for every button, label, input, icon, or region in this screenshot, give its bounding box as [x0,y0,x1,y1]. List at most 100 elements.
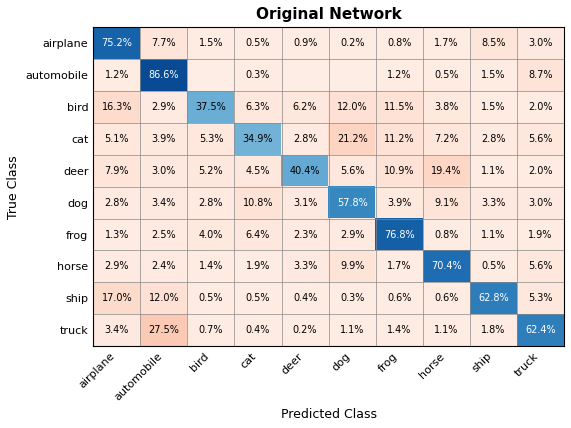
Text: 3.0%: 3.0% [152,166,176,176]
Text: 2.8%: 2.8% [293,134,317,144]
Text: 0.7%: 0.7% [199,325,223,335]
Text: 2.9%: 2.9% [104,262,129,271]
Text: 12.0%: 12.0% [337,102,368,112]
Text: 1.7%: 1.7% [434,38,459,48]
Y-axis label: True Class: True Class [7,155,20,219]
Text: 21.2%: 21.2% [337,134,368,144]
Text: 7.9%: 7.9% [104,166,129,176]
Text: 16.3%: 16.3% [102,102,132,112]
Text: 9.1%: 9.1% [434,198,459,208]
Title: Original Network: Original Network [256,7,401,22]
Text: 9.9%: 9.9% [340,262,364,271]
Text: 7.2%: 7.2% [434,134,459,144]
Text: 3.9%: 3.9% [387,198,412,208]
Text: 3.3%: 3.3% [481,198,505,208]
Text: 5.6%: 5.6% [528,262,553,271]
Text: 0.5%: 0.5% [246,293,270,303]
X-axis label: Predicted Class: Predicted Class [280,408,377,421]
Text: 1.5%: 1.5% [199,38,223,48]
Text: 5.2%: 5.2% [199,166,223,176]
Text: 34.9%: 34.9% [243,134,274,144]
Text: 2.0%: 2.0% [528,166,553,176]
Text: 10.9%: 10.9% [384,166,415,176]
Text: 8.7%: 8.7% [528,70,553,80]
Text: 3.8%: 3.8% [434,102,459,112]
Text: 1.5%: 1.5% [481,70,506,80]
Text: 2.4%: 2.4% [152,262,176,271]
Text: 1.2%: 1.2% [387,70,412,80]
Text: 1.4%: 1.4% [387,325,412,335]
Text: 0.6%: 0.6% [387,293,412,303]
Text: 0.6%: 0.6% [434,293,459,303]
Text: 0.5%: 0.5% [434,70,459,80]
Text: 0.8%: 0.8% [387,38,412,48]
Text: 6.4%: 6.4% [246,229,270,240]
Text: 2.8%: 2.8% [199,198,223,208]
Text: 5.6%: 5.6% [528,134,553,144]
Text: 3.0%: 3.0% [528,38,553,48]
Text: 11.5%: 11.5% [384,102,415,112]
Text: 1.9%: 1.9% [528,229,553,240]
Text: 2.9%: 2.9% [152,102,176,112]
Text: 62.4%: 62.4% [525,325,556,335]
Text: 4.0%: 4.0% [199,229,223,240]
Text: 37.5%: 37.5% [195,102,226,112]
Text: 2.3%: 2.3% [293,229,317,240]
Text: 2.0%: 2.0% [528,102,553,112]
Text: 1.2%: 1.2% [104,70,129,80]
Text: 1.7%: 1.7% [387,262,412,271]
Text: 17.0%: 17.0% [102,293,132,303]
Text: 1.1%: 1.1% [481,229,505,240]
Text: 0.4%: 0.4% [246,325,270,335]
Text: 2.8%: 2.8% [104,198,129,208]
Text: 1.1%: 1.1% [340,325,364,335]
Text: 3.9%: 3.9% [152,134,176,144]
Text: 0.9%: 0.9% [293,38,317,48]
Text: 10.8%: 10.8% [243,198,274,208]
Text: 1.5%: 1.5% [481,102,506,112]
Text: 0.4%: 0.4% [293,293,317,303]
Text: 3.3%: 3.3% [293,262,317,271]
Text: 3.4%: 3.4% [152,198,176,208]
Text: 6.2%: 6.2% [293,102,317,112]
Text: 62.8%: 62.8% [478,293,509,303]
Text: 5.3%: 5.3% [199,134,223,144]
Text: 76.8%: 76.8% [384,229,415,240]
Text: 75.2%: 75.2% [101,38,132,48]
Text: 0.3%: 0.3% [246,70,270,80]
Text: 0.5%: 0.5% [246,38,270,48]
Text: 1.3%: 1.3% [104,229,129,240]
Text: 12.0%: 12.0% [148,293,179,303]
Text: 0.5%: 0.5% [199,293,223,303]
Text: 40.4%: 40.4% [290,166,320,176]
Text: 2.8%: 2.8% [481,134,506,144]
Text: 5.1%: 5.1% [104,134,129,144]
Text: 0.3%: 0.3% [340,293,364,303]
Text: 1.4%: 1.4% [199,262,223,271]
Text: 5.6%: 5.6% [340,166,364,176]
Text: 2.5%: 2.5% [151,229,176,240]
Text: 19.4%: 19.4% [431,166,461,176]
Text: 3.1%: 3.1% [293,198,317,208]
Text: 86.6%: 86.6% [148,70,179,80]
Text: 4.5%: 4.5% [246,166,270,176]
Text: 8.5%: 8.5% [481,38,506,48]
Text: 27.5%: 27.5% [148,325,179,335]
Text: 0.8%: 0.8% [434,229,459,240]
Text: 5.3%: 5.3% [528,293,553,303]
Text: 2.9%: 2.9% [340,229,364,240]
Text: 0.5%: 0.5% [481,262,506,271]
Text: 0.2%: 0.2% [293,325,317,335]
Text: 57.8%: 57.8% [337,198,368,208]
Text: 0.2%: 0.2% [340,38,364,48]
Text: 1.9%: 1.9% [246,262,270,271]
Text: 70.4%: 70.4% [431,262,462,271]
Text: 1.8%: 1.8% [481,325,505,335]
Text: 1.1%: 1.1% [481,166,505,176]
Text: 6.3%: 6.3% [246,102,270,112]
Text: 1.1%: 1.1% [434,325,459,335]
Text: 11.2%: 11.2% [384,134,415,144]
Text: 7.7%: 7.7% [151,38,176,48]
Text: 3.4%: 3.4% [104,325,129,335]
Text: 3.0%: 3.0% [528,198,553,208]
